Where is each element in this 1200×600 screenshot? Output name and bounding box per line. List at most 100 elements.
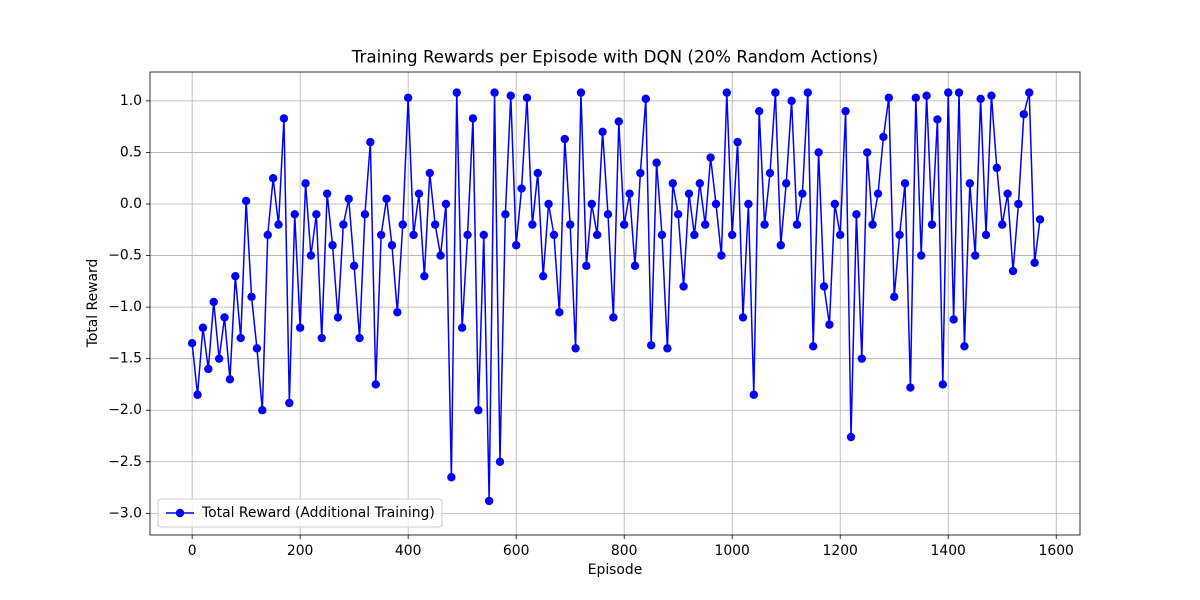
legend-marker (175, 508, 185, 518)
data-point (420, 271, 429, 281)
y-tick-label: 0.0 (120, 196, 142, 212)
data-point (398, 220, 407, 229)
x-tick-label: 0 (188, 543, 197, 559)
data-point (1008, 266, 1018, 276)
data-point (247, 292, 256, 301)
series-line (191, 92, 1041, 501)
data-point (506, 91, 515, 100)
data-point (522, 93, 532, 102)
data-point (231, 271, 240, 281)
data-point (684, 189, 694, 198)
data-point (360, 210, 370, 219)
data-point (673, 210, 683, 219)
data-point (209, 297, 218, 307)
data-point (387, 241, 397, 250)
data-point (236, 333, 245, 343)
data-point (274, 220, 283, 229)
data-point (576, 88, 586, 97)
data-point (965, 179, 975, 188)
data-point (625, 189, 634, 198)
data-point (252, 344, 262, 353)
data-point (803, 88, 813, 97)
data-point (825, 320, 834, 329)
data-point (457, 323, 467, 332)
data-point (533, 168, 542, 178)
data-point (322, 189, 332, 198)
data-point (295, 323, 305, 332)
legend-label: Total Reward (Additional Training) (201, 505, 435, 521)
y-axis-label: Total Reward (85, 259, 101, 349)
data-point (992, 163, 1002, 173)
data-point (598, 127, 607, 137)
data-point (333, 313, 343, 322)
data-point (409, 230, 418, 240)
data-point (592, 230, 602, 240)
data-point (382, 194, 391, 204)
data-point (1035, 215, 1045, 224)
data-point (279, 114, 289, 123)
data-point (268, 174, 278, 183)
data-point (468, 114, 478, 123)
data-point (868, 220, 877, 229)
data-point (782, 179, 791, 188)
data-point (852, 210, 861, 219)
data-point (895, 230, 904, 240)
data-point (981, 230, 991, 240)
data-point (927, 220, 937, 229)
data-point (646, 341, 656, 350)
data-point (430, 220, 440, 229)
data-point (198, 323, 208, 332)
data-point (792, 220, 802, 229)
data-point (528, 220, 537, 229)
data-point (587, 199, 596, 209)
data-point (1014, 199, 1023, 209)
data-point (949, 315, 958, 324)
data-point (241, 196, 251, 206)
data-point (846, 432, 856, 442)
data-point (668, 179, 677, 188)
data-point (441, 199, 451, 209)
data-point (717, 251, 726, 260)
data-point (565, 220, 575, 229)
data-point (863, 148, 872, 157)
x-tick-label: 1000 (715, 543, 750, 559)
data-point (819, 282, 829, 291)
data-point (884, 93, 894, 102)
data-point (744, 199, 753, 209)
data-point (290, 210, 299, 219)
data-point (836, 230, 845, 240)
data-point (706, 153, 715, 162)
data-point (317, 333, 326, 343)
data-point (366, 137, 375, 147)
data-point (641, 94, 650, 104)
data-point (1019, 110, 1029, 119)
data-point (911, 93, 921, 102)
data-point (933, 115, 942, 124)
data-point (738, 313, 748, 322)
data-point (711, 199, 721, 209)
data-point (225, 375, 235, 384)
data-point (603, 210, 613, 219)
data-point (776, 241, 786, 250)
data-point (998, 220, 1007, 229)
data-point (619, 220, 629, 229)
data-point (549, 230, 559, 240)
data-point (954, 88, 964, 97)
data-point (906, 383, 915, 392)
x-tick-label: 1400 (931, 543, 966, 559)
data-point (900, 179, 910, 188)
data-point (614, 117, 623, 126)
y-tick-label: −1.5 (108, 351, 142, 367)
x-tick-label: 800 (611, 543, 638, 559)
x-tick-label: 1600 (1039, 543, 1074, 559)
data-point (690, 230, 699, 240)
data-point (787, 96, 796, 106)
x-tick-label: 600 (503, 543, 530, 559)
data-point (938, 380, 948, 389)
data-point (976, 94, 985, 104)
data-point (376, 230, 386, 240)
data-point (544, 199, 553, 209)
data-point (652, 158, 661, 167)
data-point (809, 342, 818, 351)
